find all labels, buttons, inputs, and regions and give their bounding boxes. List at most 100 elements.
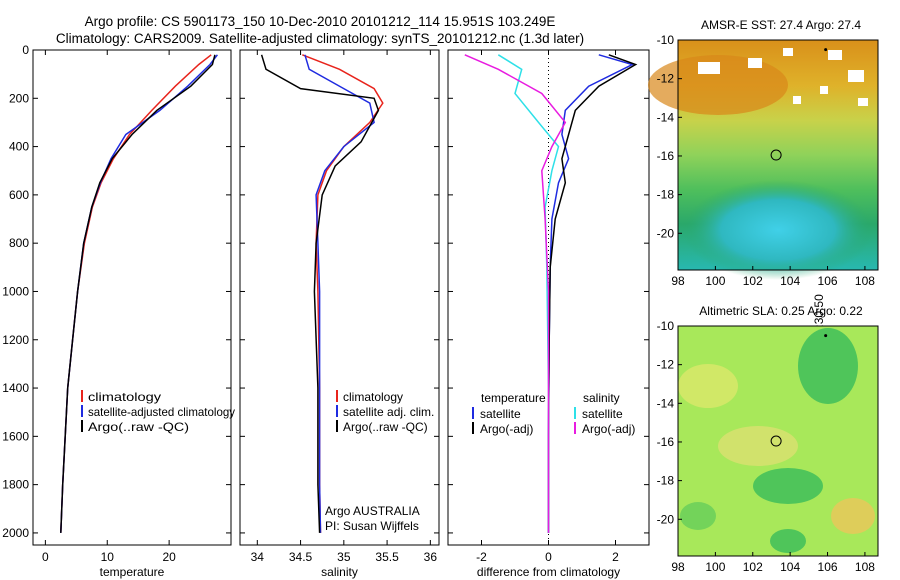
- legend-label: Argo(-adj): [480, 422, 533, 436]
- cloud-gap: [793, 96, 801, 104]
- figure-title-line1: Argo profile: CS 5901173_150 10-Dec-2010…: [84, 14, 556, 29]
- map-x-tick-label: 108: [855, 560, 875, 574]
- map-y-tick-label: -14: [657, 396, 675, 410]
- y-tick-label: 2000: [2, 526, 29, 540]
- map-y-tick-label: -10: [657, 319, 675, 333]
- map-x-tick-label: 108: [855, 274, 875, 288]
- legend-label: Argo(..raw -QC): [343, 420, 428, 434]
- x-axis-label: salinity: [321, 565, 358, 579]
- sla-anomaly: [753, 468, 823, 504]
- legend-label: Argo(-adj): [582, 422, 635, 436]
- legend-heading-salinity: salinity: [583, 391, 620, 405]
- map-y-tick-label: -20: [657, 512, 675, 526]
- map-y-tick-label: -10: [657, 33, 675, 47]
- sla-anomaly: [680, 502, 716, 530]
- map-x-tick-label: 102: [743, 560, 763, 574]
- x-tick-label: 2: [612, 550, 619, 564]
- y-tick-label: 400: [9, 140, 29, 154]
- legend-label: satellite adj. clim.: [343, 405, 434, 419]
- x-tick-label: 34.5: [289, 550, 313, 564]
- x-tick-label: 10: [101, 550, 115, 564]
- cloud-gap: [783, 48, 793, 56]
- sst-map-title: AMSR-E SST: 27.4 Argo: 27.4: [700, 18, 862, 32]
- x-tick-label: 35: [337, 550, 351, 564]
- map-x-tick-label: 100: [705, 274, 725, 288]
- sst-map: 98 100 102 104 106 108 -10 -12 -14 -16 -18 -20: [648, 33, 879, 288]
- map-frame: [677, 39, 879, 271]
- island-dot: [824, 334, 828, 338]
- sla-anomaly: [718, 426, 798, 466]
- map-frame: [677, 325, 879, 557]
- x-axis-label: difference from climatology: [477, 565, 620, 579]
- legend-label: satellite: [582, 407, 623, 421]
- island-dot: [824, 48, 828, 52]
- map-y-tick-label: -16: [657, 149, 675, 163]
- figure-title-line2: Climatology: CARS2009. Satellite-adjuste…: [55, 31, 585, 46]
- map-x-tick-label: 104: [780, 274, 800, 288]
- legend-label: satellite-adjusted climatology: [88, 405, 235, 419]
- y-tick-label: 800: [9, 236, 29, 250]
- x-tick-label: -2: [476, 550, 487, 564]
- map-x-tick-label: 106: [818, 560, 838, 574]
- series-line-salinity-satellite: [497, 54, 560, 533]
- y-tick-label: 1200: [2, 333, 29, 347]
- sla-anomaly: [770, 529, 806, 553]
- cloud-gap: [820, 86, 828, 94]
- legend-heading-temperature: temperature: [481, 391, 546, 405]
- map-x-tick-label: 98: [671, 274, 685, 288]
- sla-anomaly: [831, 498, 875, 534]
- argo-annotation-line2: PI: Susan Wijffels: [325, 519, 419, 533]
- y-tick-label: 600: [9, 188, 29, 202]
- map-x-tick-label: 104: [780, 560, 800, 574]
- map-x-tick-label: 100: [705, 560, 725, 574]
- sla-anomaly: [798, 328, 858, 404]
- x-tick-label: 20: [162, 550, 176, 564]
- legend-label: climatology: [88, 390, 161, 404]
- sst-cold-pool: [683, 180, 873, 280]
- series-line-argo-raw-qc-: [60, 54, 216, 533]
- cloud-gap: [828, 50, 842, 60]
- sla-anomaly: [678, 364, 738, 408]
- cloud-gap: [858, 98, 868, 106]
- sla-map-title: Altimetric SLA: 0.25 Argo: 0.22: [699, 304, 863, 318]
- map-y-tick-label: -14: [657, 110, 675, 124]
- cloud-gap: [748, 58, 762, 68]
- float-position-marker: [770, 435, 782, 447]
- cloud-gap: [848, 70, 864, 82]
- x-tick-label: 34: [251, 550, 265, 564]
- map-x-tick-label: 102: [743, 274, 763, 288]
- series-line-salinity-argo-adj-: [464, 54, 567, 533]
- x-tick-label: 0: [42, 550, 49, 564]
- map-y-tick-label: -18: [657, 188, 675, 202]
- x-tick-label: 0: [545, 550, 552, 564]
- sla-map: 98 100 102 104 106 108 -10 -12 -14 -16 -18 -20: [657, 319, 879, 574]
- y-tick-label: 1000: [2, 284, 29, 298]
- y-tick-label: 0: [22, 43, 29, 57]
- y-tick-label: 1800: [2, 478, 29, 492]
- map-y-tick-label: -12: [657, 72, 675, 86]
- y-tick-label: 1600: [2, 429, 29, 443]
- map-y-tick-label: -16: [657, 435, 675, 449]
- map-y-tick-label: -20: [657, 226, 675, 240]
- y-tick-label: 1400: [2, 381, 29, 395]
- series-line-argo-raw-qc-: [260, 54, 380, 533]
- sst-warm-patch: [648, 55, 788, 115]
- y-tick-label: 200: [9, 91, 29, 105]
- series-line-satellite-adj-clim-: [304, 54, 375, 533]
- x-tick-label: 36: [424, 550, 438, 564]
- plot-frame: [239, 49, 440, 546]
- legend-label: climatology: [343, 390, 403, 404]
- map-y-tick-label: -18: [657, 474, 675, 488]
- map-y-tick-label: -12: [657, 358, 675, 372]
- salinity-axes: 34 34.5 35 35.5 36 salinity climatologysatelli…: [239, 49, 440, 579]
- legend-label: satellite: [480, 407, 521, 421]
- map-x-tick-label: 106: [818, 274, 838, 288]
- map-x-tick-label: 98: [671, 560, 685, 574]
- float-position-marker: [770, 149, 782, 161]
- x-axis-label: temperature: [100, 565, 165, 579]
- argo-annotation-line1: Argo AUSTRALIA: [325, 504, 420, 518]
